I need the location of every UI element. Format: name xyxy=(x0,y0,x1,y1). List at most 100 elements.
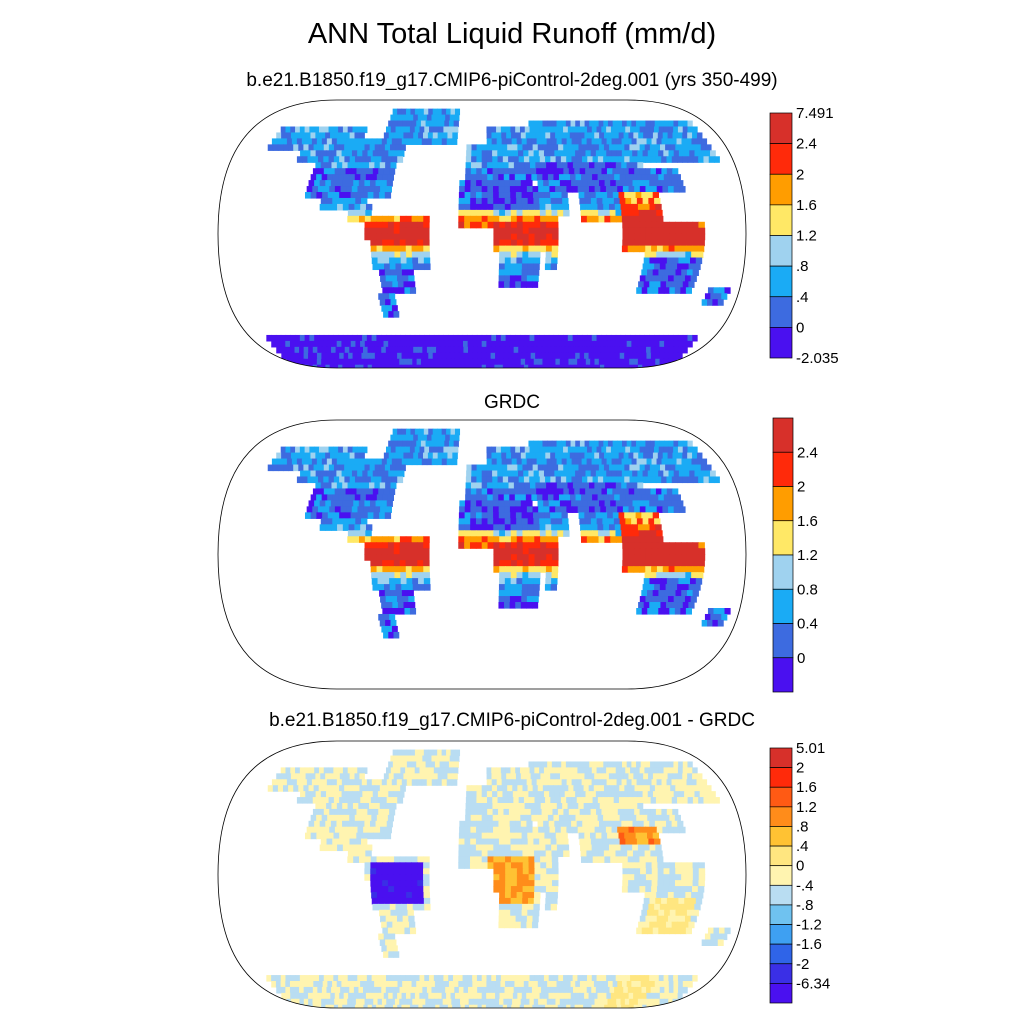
grid-cell xyxy=(594,482,601,490)
grid-cell xyxy=(586,536,594,543)
grid-cell xyxy=(564,470,571,478)
grid-cell xyxy=(692,227,700,235)
grid-cell xyxy=(687,334,693,342)
grid-cell xyxy=(400,126,406,134)
grid-cell xyxy=(486,358,491,366)
grid-cell xyxy=(419,446,425,454)
grid-cell xyxy=(388,364,394,368)
grid-cell xyxy=(554,150,561,157)
grid-cell xyxy=(588,464,595,472)
grid-cell xyxy=(651,566,658,573)
grid-cell xyxy=(628,506,635,513)
grid-cell xyxy=(644,446,650,454)
grid-cell xyxy=(397,352,403,360)
grid-cell xyxy=(322,512,329,519)
grid-cell xyxy=(546,548,553,555)
grid-cell xyxy=(636,440,642,448)
grid-cell xyxy=(387,880,395,887)
grid-cell xyxy=(687,975,693,982)
grid-cell xyxy=(575,340,581,348)
grid-cell xyxy=(653,126,660,134)
grid-cell xyxy=(684,915,692,923)
grid-cell xyxy=(293,144,299,151)
grid-cell xyxy=(718,608,726,615)
grid-cell xyxy=(411,233,418,241)
grid-cell xyxy=(510,221,518,229)
grid-cell xyxy=(610,856,617,863)
grid-cell xyxy=(361,808,368,816)
grid-cell xyxy=(498,174,505,181)
grid-cell xyxy=(540,856,547,863)
grid-cell xyxy=(364,868,371,875)
grid-cell xyxy=(635,512,642,519)
grid-cell xyxy=(364,874,371,881)
grid-cell xyxy=(323,126,330,134)
grid-cell xyxy=(411,458,418,466)
grid-cell xyxy=(397,275,404,282)
grid-cell xyxy=(469,542,477,549)
grid-cell xyxy=(486,981,492,988)
grid-cell xyxy=(507,470,514,478)
grid-cell xyxy=(666,779,673,786)
grid-cell xyxy=(612,761,618,768)
grid-cell xyxy=(526,779,533,786)
grid-cell xyxy=(456,364,462,368)
grid-cell xyxy=(587,797,594,804)
grid-cell xyxy=(527,346,533,354)
grid-cell xyxy=(555,826,562,834)
grid-cell xyxy=(481,542,489,549)
grid-cell xyxy=(356,488,363,496)
grid-cell xyxy=(534,126,540,134)
grid-cell xyxy=(559,358,565,366)
grid-cell xyxy=(301,138,308,145)
grid-cell xyxy=(543,820,550,828)
grid-cell xyxy=(499,560,506,567)
grid-cell xyxy=(656,209,663,217)
grid-cell xyxy=(673,346,679,354)
grid-cell xyxy=(547,120,553,128)
grid-cell xyxy=(700,144,707,151)
grid-cell xyxy=(645,168,652,175)
grid-cell xyxy=(671,180,678,187)
grid-cell xyxy=(630,767,636,774)
grid-cell xyxy=(404,608,411,615)
grid-cell xyxy=(651,856,658,863)
grid-cell xyxy=(381,281,388,288)
colorbar-label: 1.6 xyxy=(796,197,817,214)
grid-cell xyxy=(401,779,408,786)
grid-cell xyxy=(361,458,368,466)
grid-cell xyxy=(534,227,541,235)
grid-cell xyxy=(420,761,427,768)
grid-cell xyxy=(598,358,604,366)
grid-cell xyxy=(604,364,610,368)
grid-cell xyxy=(340,506,347,513)
grid-cell xyxy=(560,506,567,513)
grid-cell xyxy=(378,168,385,175)
grid-cell xyxy=(520,494,527,501)
grid-cell xyxy=(548,820,555,828)
grid-cell xyxy=(495,352,501,360)
grid-cell xyxy=(335,346,341,354)
grid-cell xyxy=(521,903,529,911)
grid-cell xyxy=(617,168,624,175)
grid-cell xyxy=(626,138,633,145)
grid-cell xyxy=(669,239,676,247)
grid-cell xyxy=(569,132,576,140)
grid-cell xyxy=(383,578,390,585)
grid-cell xyxy=(679,915,686,923)
grid-cell xyxy=(562,482,569,490)
colorbar-label: 0 xyxy=(796,319,804,336)
grid-cell xyxy=(271,334,277,342)
grid-cell xyxy=(356,512,363,519)
grid-cell xyxy=(493,850,500,857)
grid-cell xyxy=(400,897,408,905)
grid-cell xyxy=(608,814,615,822)
grid-cell xyxy=(650,850,657,857)
grid-cell xyxy=(504,892,512,899)
grid-cell xyxy=(687,767,693,774)
grid-cell xyxy=(347,358,353,366)
grid-cell xyxy=(644,850,652,857)
grid-cell xyxy=(309,446,315,454)
grid-cell xyxy=(534,476,541,484)
grid-cell xyxy=(476,168,483,175)
